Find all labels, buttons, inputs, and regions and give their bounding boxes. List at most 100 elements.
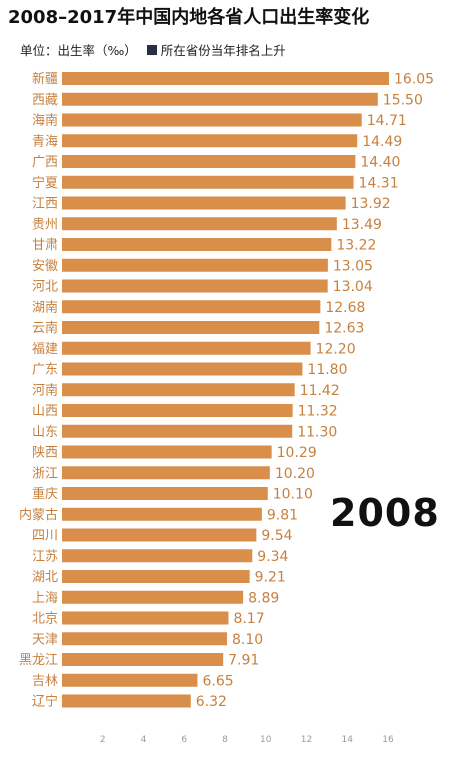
bar	[62, 424, 293, 438]
x-tick-label: 6	[181, 735, 187, 745]
year-label: 2008	[330, 491, 440, 535]
category-label: 安徽	[32, 259, 58, 274]
bar	[62, 258, 328, 272]
category-label: 福建	[32, 342, 58, 357]
value-label: 12.63	[324, 321, 364, 337]
category-label: 河南	[32, 382, 58, 398]
bar	[62, 528, 257, 542]
category-label: 西藏	[32, 93, 58, 108]
chart-title: 2008–2017年中国内地各省人口出生率变化	[8, 7, 370, 28]
value-label: 6.32	[196, 694, 227, 710]
category-label: 江苏	[32, 548, 58, 564]
category-label: 湖南	[32, 299, 58, 315]
bar	[62, 134, 358, 148]
category-label: 北京	[32, 612, 58, 627]
bar	[62, 507, 262, 521]
value-label: 13.04	[333, 279, 373, 295]
x-tick-label: 10	[260, 735, 272, 745]
category-label: 广东	[32, 363, 58, 378]
bar	[62, 466, 270, 480]
bar	[62, 694, 191, 708]
category-label: 内蒙古	[19, 507, 58, 523]
category-label: 辽宁	[32, 694, 58, 710]
bar	[62, 653, 224, 666]
bar	[62, 383, 295, 397]
category-label: 宁夏	[32, 175, 58, 191]
category-label: 新疆	[32, 71, 58, 87]
value-label: 11.32	[298, 404, 338, 420]
category-label: 云南	[32, 320, 58, 336]
bar	[62, 673, 198, 687]
value-label: 8.10	[232, 632, 263, 648]
unit-label: 单位：出生率（‰）	[20, 43, 137, 58]
category-label: 四川	[32, 529, 58, 544]
category-label: 陕西	[32, 446, 58, 461]
value-label: 13.92	[351, 196, 391, 212]
value-label: 14.31	[359, 175, 399, 191]
value-label: 11.30	[297, 424, 337, 440]
bar	[62, 487, 268, 500]
value-label: 7.91	[228, 653, 259, 669]
bar	[62, 570, 250, 583]
value-label: 10.10	[273, 487, 313, 503]
bar	[62, 611, 229, 625]
bar	[62, 196, 346, 210]
value-label: 10.29	[277, 445, 317, 461]
value-label: 14.49	[362, 134, 402, 150]
x-tick-label: 16	[382, 735, 394, 745]
bar	[62, 155, 356, 168]
category-label: 山东	[32, 425, 58, 440]
bar	[62, 362, 303, 376]
value-label: 8.89	[248, 590, 279, 606]
category-label: 天津	[32, 632, 58, 647]
value-label: 13.49	[342, 217, 382, 233]
value-label: 12.68	[325, 300, 365, 316]
category-label: 湖北	[32, 570, 58, 585]
category-label: 江西	[32, 197, 58, 212]
category-label: 上海	[32, 591, 58, 606]
bar	[62, 217, 337, 231]
bar	[62, 300, 321, 314]
category-label: 青海	[32, 134, 58, 149]
bar	[62, 175, 354, 189]
value-label: 11.80	[307, 362, 347, 378]
chart-subtitle: 单位：出生率（‰） 所在省份当年排名上升	[20, 40, 286, 59]
category-label: 河北	[32, 280, 58, 295]
x-tick-label: 4	[141, 735, 147, 745]
value-label: 16.05	[394, 72, 434, 88]
value-label: 9.54	[261, 528, 292, 544]
category-label: 吉林	[32, 674, 58, 689]
category-label: 黑龙江	[19, 653, 58, 668]
value-label: 15.50	[383, 92, 423, 108]
value-label: 13.05	[333, 258, 373, 274]
value-label: 10.20	[275, 466, 315, 482]
bar	[62, 321, 320, 334]
bar	[62, 632, 228, 646]
bar	[62, 549, 253, 563]
legend-swatch	[146, 44, 157, 55]
value-label: 11.42	[300, 383, 340, 399]
bar	[62, 113, 362, 127]
value-label: 12.20	[316, 341, 356, 357]
legend-label: 所在省份当年排名上升	[160, 43, 286, 58]
bar	[62, 72, 389, 85]
bar	[62, 590, 244, 604]
category-label: 贵州	[32, 217, 58, 232]
x-tick-label: 12	[301, 735, 312, 745]
category-label: 山西	[32, 404, 58, 419]
bar	[62, 445, 272, 459]
x-tick-label: 14	[342, 735, 354, 745]
value-label: 6.65	[202, 673, 233, 689]
bar	[62, 341, 311, 355]
value-label: 9.21	[255, 570, 286, 586]
bar	[62, 404, 293, 417]
category-label: 重庆	[32, 486, 58, 502]
category-label: 浙江	[32, 466, 58, 481]
bar	[62, 92, 378, 106]
category-label: 甘肃	[32, 238, 58, 253]
value-label: 8.17	[233, 611, 264, 627]
value-label: 9.81	[267, 507, 298, 523]
category-label: 海南	[32, 113, 58, 129]
x-tick-label: 8	[222, 735, 228, 745]
